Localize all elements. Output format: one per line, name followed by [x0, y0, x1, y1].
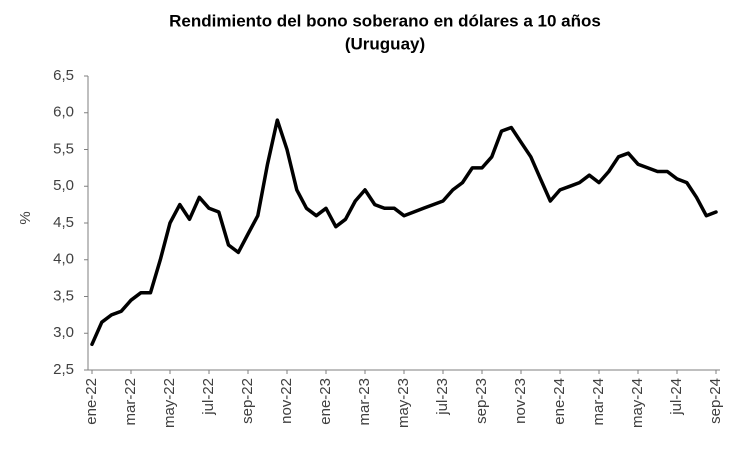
x-tick-label: nov-23: [512, 378, 529, 424]
line: [90, 118, 718, 347]
x-tick-label: ene-22: [83, 378, 100, 425]
x-tick-label: sep-24: [707, 378, 724, 424]
x-tick-label: ene-24: [551, 378, 568, 425]
x-tick-label: may-22: [161, 378, 178, 428]
x-tick-label: ene-23: [317, 378, 334, 425]
chart-title: (Uruguay): [345, 34, 425, 53]
x-tick-label: sep-22: [239, 378, 256, 424]
x-tick-label: mar-24: [590, 378, 607, 426]
y-tick-label: 4,5: [53, 214, 74, 231]
x-tick-label: sep-23: [473, 378, 490, 424]
y-tick-label: 6,0: [53, 104, 74, 121]
x-tick-label: jul-22: [200, 378, 217, 416]
y-tick-label: 4,0: [53, 251, 74, 268]
chart-title: Rendimiento del bono soberano en dólares…: [169, 11, 601, 30]
x-tick-label: nov-22: [278, 378, 295, 424]
x-tick-label: jul-24: [668, 378, 685, 416]
x-tick-label: may-24: [629, 378, 646, 428]
y-axis-label: %: [17, 211, 34, 224]
y-tick-label: 3,0: [53, 324, 74, 341]
x-tick-label: mar-23: [356, 378, 373, 426]
x-tick-label: jul-23: [434, 378, 451, 416]
y-tick-label: 3,5: [53, 287, 74, 304]
y-tick-label: 5,5: [53, 140, 74, 157]
x-tick-label: mar-22: [122, 378, 139, 426]
y-tick-label: 2,5: [53, 361, 74, 378]
y-tick-label: 6,5: [53, 67, 74, 84]
x-tick-label: may-23: [395, 378, 412, 428]
y-tick-label: 5,0: [53, 177, 74, 194]
